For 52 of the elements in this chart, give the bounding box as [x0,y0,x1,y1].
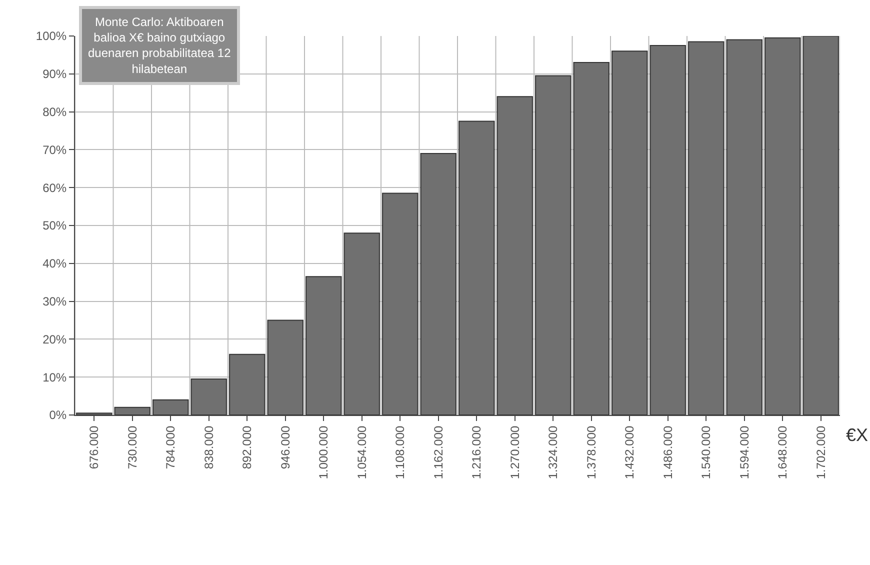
x-tick-label: 838.000 [202,425,216,470]
x-tick-label: 730.000 [125,425,140,470]
x-tick-label: 1.324.000 [546,425,560,480]
bar [114,406,150,415]
bar [382,192,418,415]
bar [612,50,648,415]
chart-title: Monte Carlo: Aktiboaren balioa X€ baino gutxiago duenaren probabilitatea 12 hilabetean [88,15,232,76]
y-tick-label: 60% [42,180,67,195]
bar [764,37,801,415]
y-tick-label: 100% [36,29,67,44]
y-tick-label: 40% [42,256,67,271]
x-tick-label: 1.162.000 [431,425,446,480]
bar [190,378,227,415]
x-tick-label: 1.486.000 [660,425,675,480]
x-tick-label: 1.054.000 [354,425,369,480]
y-tick-label: 50% [42,218,67,233]
bar [306,276,342,415]
y-tick-label: 80% [42,105,67,119]
y-tick-label: 30% [42,294,67,308]
bar [420,152,456,415]
x-tick-label: 1.108.000 [393,425,408,480]
bar [458,120,495,415]
x-tick-label: 1.000.000 [316,425,331,480]
y-tick-label: 70% [42,142,67,157]
bar [688,41,724,415]
bar [229,354,266,415]
x-tick-label: 676.000 [87,425,102,470]
x-tick-label: 1.594.000 [737,425,752,480]
bar [726,39,762,415]
bar [802,36,839,415]
x-tick-label: 946.000 [278,425,292,470]
bar [650,44,686,415]
bar [344,232,380,415]
x-tick-label: 1.270.000 [508,425,522,480]
x-tick-label: 1.432.000 [622,425,637,480]
y-tick-label: 10% [42,370,67,384]
x-tick-label: 892.000 [240,425,254,470]
x-tick-label: 784.000 [164,425,178,470]
bar [267,320,304,415]
y-tick-label: 20% [42,332,67,346]
x-tick-label: 1.702.000 [814,425,828,480]
bar [152,399,189,415]
y-tick-label: 90% [42,67,67,82]
bar [535,75,572,415]
y-tick-label: 0% [49,408,67,422]
x-tick-label: 1.648.000 [776,425,790,480]
x-tick-label: 1.216.000 [470,425,484,480]
x-axis-title: €X [846,425,868,445]
x-tick-label: 1.540.000 [699,425,714,480]
x-tick-label: 1.378.000 [584,425,598,480]
bar [573,62,610,415]
bar [496,96,533,415]
